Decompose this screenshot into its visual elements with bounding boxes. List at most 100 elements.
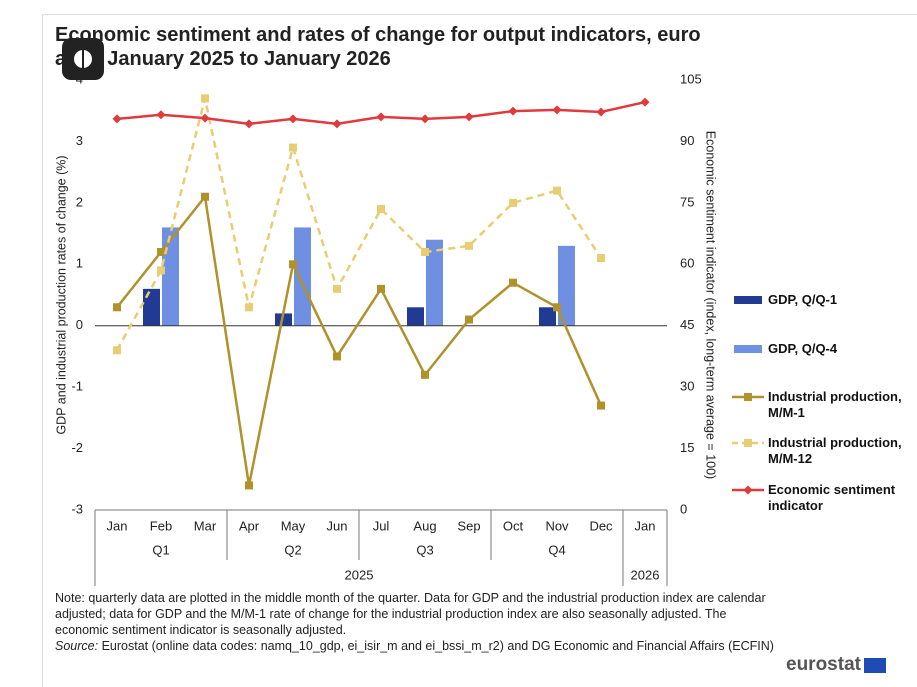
marker bbox=[113, 346, 121, 355]
legend-item: Economic sentiment indicator bbox=[730, 482, 915, 514]
marker bbox=[201, 192, 209, 201]
source: Source: Eurostat (online data codes: nam… bbox=[55, 638, 780, 654]
flag bbox=[863, 657, 886, 673]
y-tick-label: -1 bbox=[71, 379, 83, 394]
marker bbox=[377, 205, 385, 213]
marker bbox=[421, 370, 429, 379]
legend-label: Industrial production, M/M-1 bbox=[768, 389, 902, 420]
marker bbox=[112, 114, 122, 124]
marker bbox=[640, 97, 650, 107]
marker bbox=[245, 303, 253, 312]
logo-text: eurostat bbox=[786, 654, 861, 675]
marker bbox=[420, 114, 430, 124]
bar bbox=[143, 288, 160, 326]
marker bbox=[509, 198, 517, 207]
source-text: Eurostat (online data codes: namq_10_gdp… bbox=[101, 639, 774, 653]
legend-swatch bbox=[732, 393, 764, 401]
marker bbox=[333, 352, 341, 361]
line bbox=[116, 193, 603, 486]
marker bbox=[596, 107, 606, 117]
marker bbox=[157, 266, 165, 275]
line bbox=[115, 98, 603, 351]
legend-swatch bbox=[732, 485, 764, 495]
bar bbox=[294, 227, 311, 326]
legend-label: GDP, Q/Q-4 bbox=[768, 341, 838, 356]
x-tick-label: Jan bbox=[107, 518, 128, 533]
marker bbox=[597, 401, 605, 410]
x-tick-label: Dec bbox=[589, 518, 613, 533]
legend-label: Industrial production, M/M-12 bbox=[768, 435, 902, 466]
year-label: 2025 bbox=[345, 567, 374, 582]
marker bbox=[200, 113, 210, 123]
y2-tick-label: 90 bbox=[680, 133, 694, 148]
x-tick-label: Nov bbox=[545, 518, 569, 533]
y2-tick-label: 45 bbox=[680, 317, 694, 332]
legend-swatch bbox=[732, 439, 764, 447]
y2-tick-label: 60 bbox=[680, 256, 694, 271]
x-tick-label: Jan bbox=[635, 518, 656, 533]
marker bbox=[245, 481, 253, 490]
quarter-label: Q2 bbox=[284, 542, 301, 557]
chart: Economic sentiment and rates of change f… bbox=[54, 24, 718, 586]
year-label: 2026 bbox=[631, 567, 660, 582]
legend-swatch bbox=[734, 345, 762, 353]
frame bbox=[42, 14, 917, 687]
marker bbox=[376, 112, 386, 122]
marker bbox=[377, 284, 385, 293]
app-icon[interactable] bbox=[62, 38, 104, 80]
y-tick-label: 0 bbox=[76, 317, 83, 332]
y2-tick-label: 105 bbox=[680, 71, 702, 86]
legend-swatch bbox=[734, 296, 762, 304]
marker bbox=[421, 248, 429, 256]
bar bbox=[162, 227, 179, 326]
bar bbox=[539, 307, 556, 326]
y-axis-title: GDP and industrial production rates of c… bbox=[54, 155, 68, 434]
x-tick-label: Jun bbox=[327, 518, 348, 533]
legend-item: Industrial production, M/M-1 bbox=[730, 389, 915, 421]
legend-item: GDP, Q/Q-1 bbox=[730, 292, 915, 308]
marker bbox=[289, 143, 297, 152]
marker bbox=[508, 106, 518, 116]
marker bbox=[744, 393, 752, 401]
marker bbox=[553, 303, 561, 312]
marker bbox=[288, 114, 298, 124]
marker bbox=[553, 186, 561, 195]
quarter-label: Q4 bbox=[548, 542, 565, 557]
legend-label: GDP, Q/Q-1 bbox=[768, 292, 838, 307]
legend-label: Economic sentiment indicator bbox=[768, 482, 896, 513]
logo: eurostat bbox=[786, 654, 886, 676]
marker bbox=[113, 303, 121, 312]
marker bbox=[289, 260, 297, 269]
marker bbox=[333, 284, 341, 293]
y2-tick-label: 15 bbox=[680, 440, 694, 455]
marker bbox=[201, 94, 209, 103]
bar bbox=[558, 245, 575, 326]
quarter-label: Q3 bbox=[416, 542, 433, 557]
marker bbox=[156, 110, 166, 120]
note: Note: quarterly data are plotted in the … bbox=[55, 591, 766, 637]
y-tick-label: -3 bbox=[71, 501, 83, 516]
legend-item: Industrial production, M/M-12 bbox=[730, 435, 915, 467]
y-tick-label: 2 bbox=[76, 194, 83, 209]
marker bbox=[552, 105, 562, 115]
y-tick-label: 3 bbox=[76, 133, 83, 148]
legend-swatch bbox=[734, 296, 762, 304]
bar bbox=[407, 307, 424, 326]
marker bbox=[597, 254, 605, 263]
marker bbox=[244, 119, 254, 129]
marker bbox=[464, 112, 474, 122]
y-tick-label: 1 bbox=[76, 256, 83, 271]
y2-tick-label: 75 bbox=[680, 194, 694, 209]
y2-axis-title: Economic sentiment indicator (index, lon… bbox=[704, 131, 718, 479]
chart-title: Economic sentiment and rates of change f… bbox=[55, 24, 701, 70]
marker bbox=[743, 485, 753, 495]
y2-tick-label: 0 bbox=[680, 501, 687, 516]
x-tick-label: Aug bbox=[413, 518, 436, 533]
icon-graphic bbox=[74, 50, 92, 68]
bar bbox=[275, 313, 292, 326]
marker bbox=[744, 439, 752, 447]
marker bbox=[157, 248, 165, 256]
source-label: Source: bbox=[55, 639, 99, 653]
legend-item: GDP, Q/Q-4 bbox=[730, 341, 915, 357]
